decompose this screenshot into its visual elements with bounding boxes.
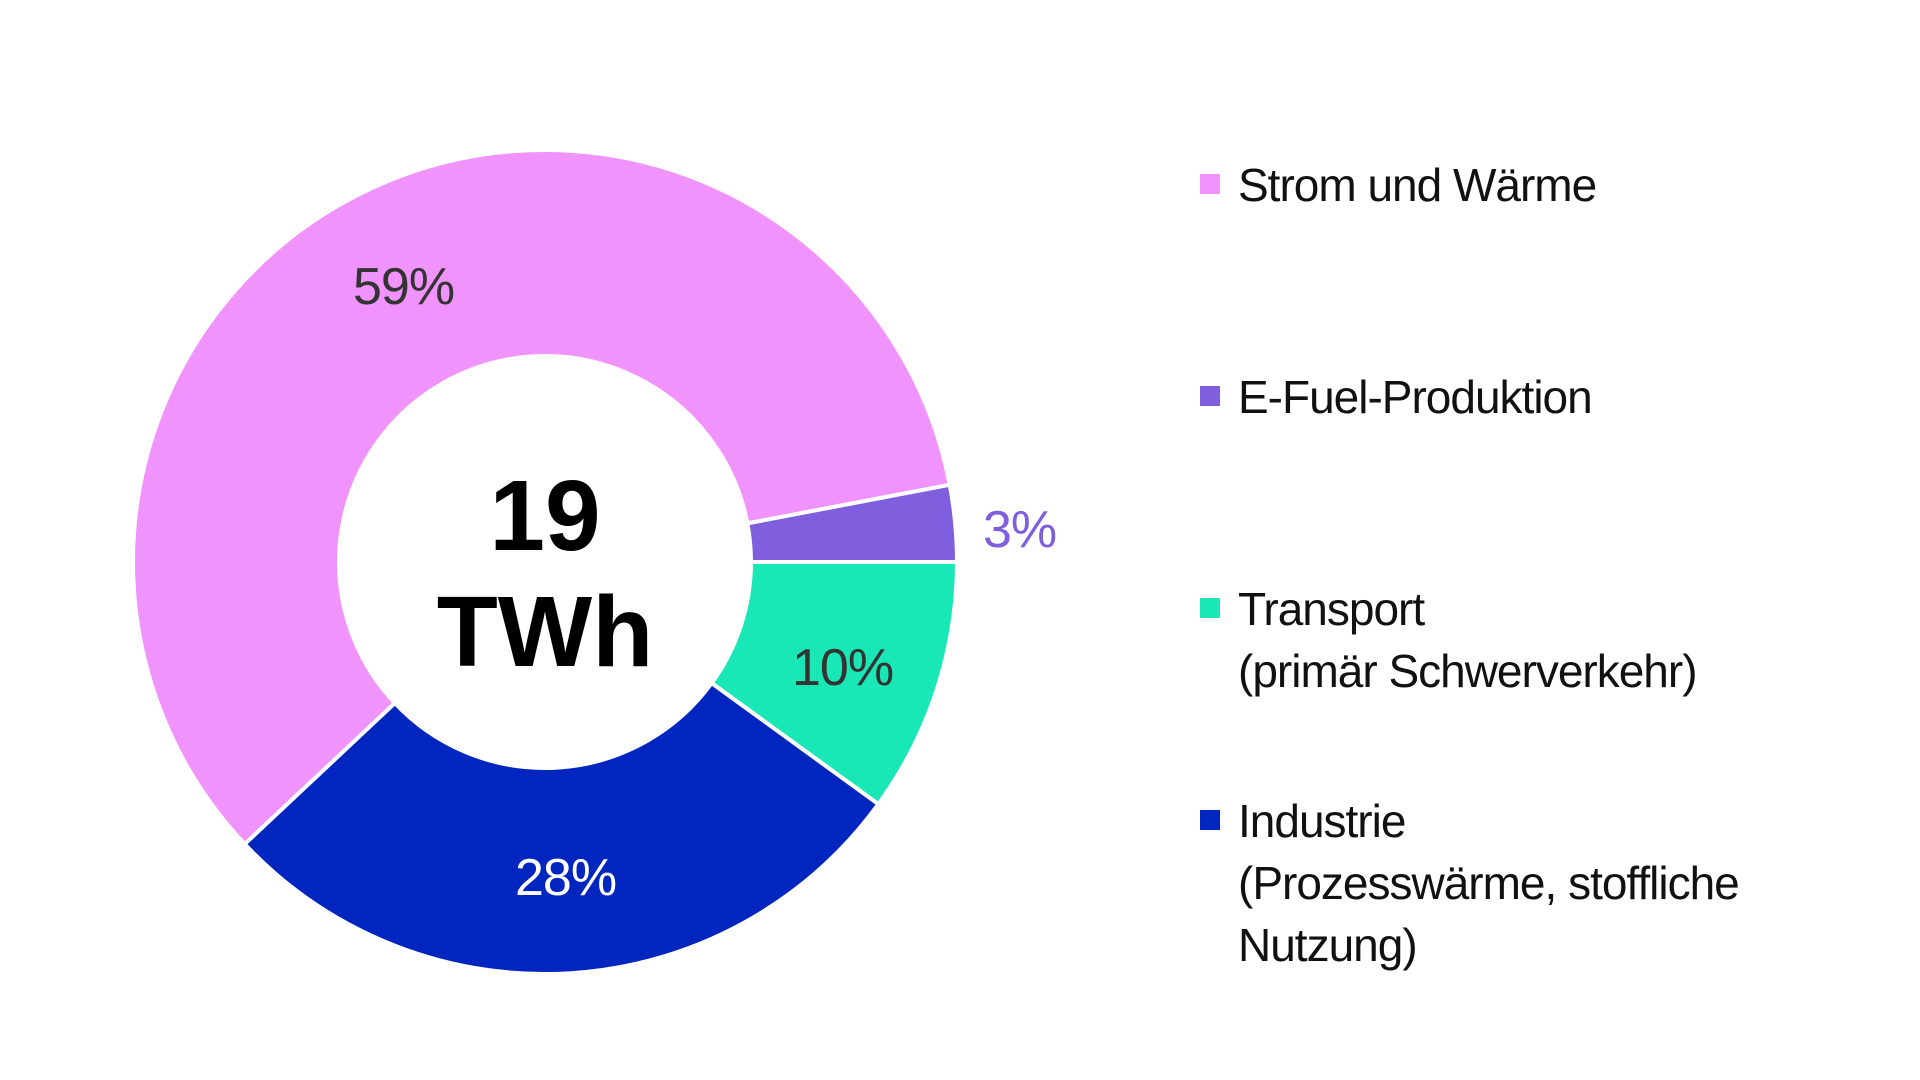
legend-label: Strom und Wärme xyxy=(1238,159,1597,211)
legend-swatch xyxy=(1200,386,1220,406)
donut-slice-transport xyxy=(708,560,960,807)
donut-slice-e-fuel-produktion xyxy=(745,482,960,564)
slice-label-transport: 10% xyxy=(792,639,894,697)
chart-legend: Strom und Wärme E-Fuel-Produktion Transp… xyxy=(1200,0,1900,1080)
legend-swatch xyxy=(1200,810,1220,830)
legend-label-sub: Nutzung) xyxy=(1238,919,1418,971)
legend-label: Transport xyxy=(1238,583,1425,635)
legend-swatch xyxy=(1200,174,1220,194)
center-label-unit: TWh xyxy=(436,576,654,688)
center-label-value: 19 xyxy=(489,460,601,572)
donut-slice-strom-und-waerme xyxy=(131,148,953,847)
donut-chart-svg xyxy=(131,148,960,976)
slice-label-e-fuel-produktion: 3% xyxy=(983,501,1057,559)
legend-label-sub: (primär Schwerverkehr) xyxy=(1238,645,1698,697)
legend-label: Industrie xyxy=(1238,795,1406,847)
legend-label: E-Fuel-Produktion xyxy=(1238,371,1593,423)
donut-slice-industrie xyxy=(241,680,882,976)
slice-label-strom-und-waerme: 59% xyxy=(353,258,455,316)
slice-label-industrie: 28% xyxy=(515,849,617,907)
legend-swatch xyxy=(1200,598,1220,618)
legend-label-sub: (Prozesswärme, stoffliche xyxy=(1238,857,1740,909)
donut-chart: 19 TWh 59% 3% 10% 28% xyxy=(131,148,1057,976)
